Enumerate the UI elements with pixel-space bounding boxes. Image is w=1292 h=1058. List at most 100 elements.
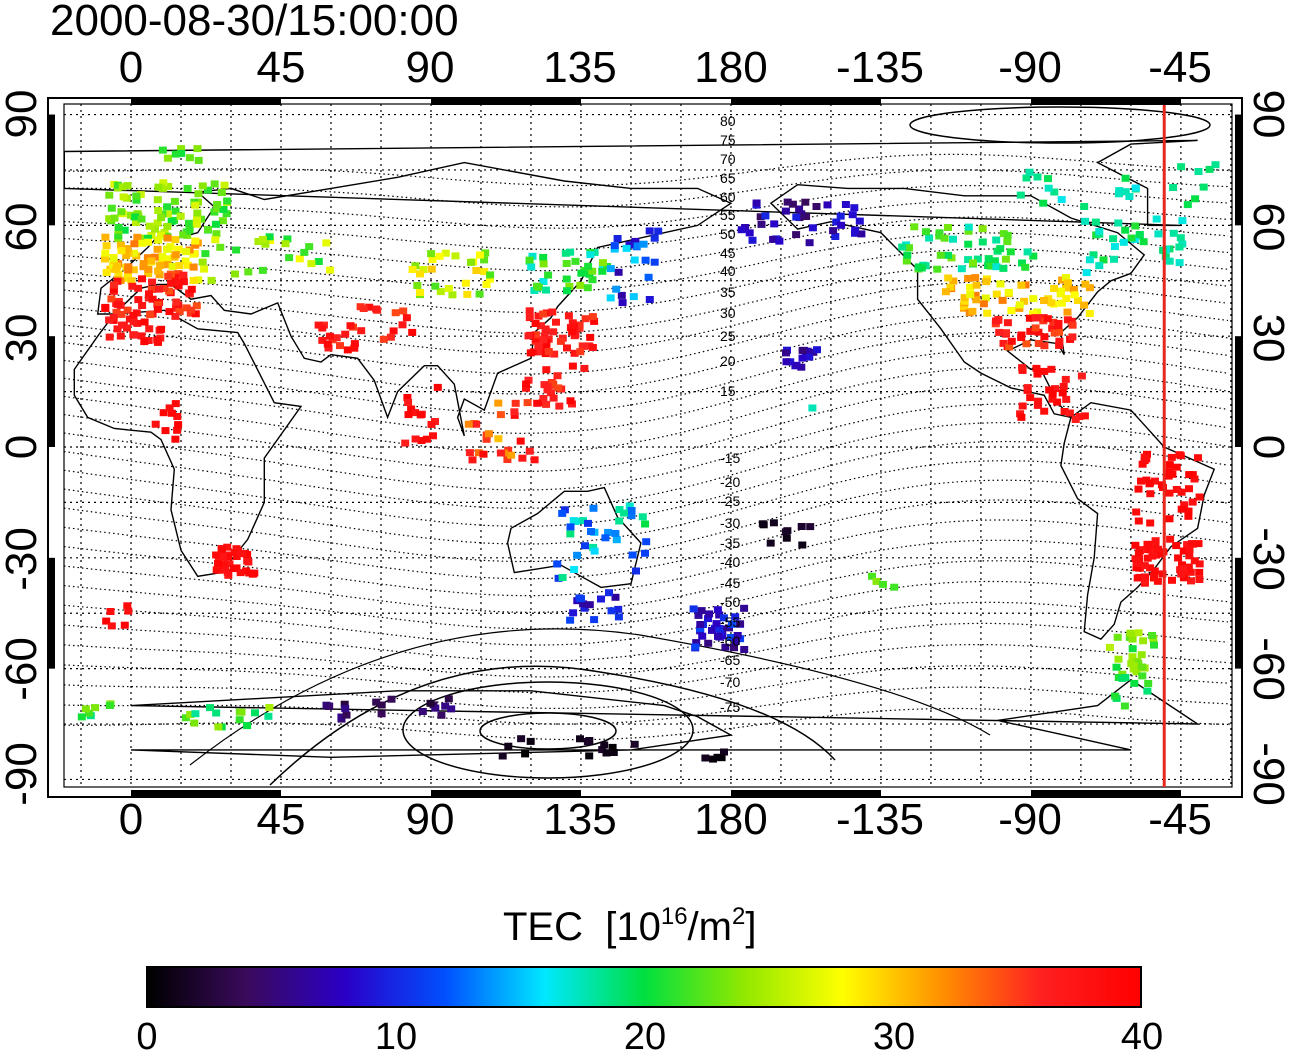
tec-cell [523, 399, 532, 407]
tec-cell [399, 307, 408, 315]
tec-cell [137, 215, 146, 223]
contour-label: 65 [720, 170, 736, 186]
tec-cell [696, 621, 705, 628]
contour-line [63, 580, 1229, 646]
tec-cell [1040, 407, 1049, 415]
tec-cell [1178, 561, 1186, 569]
tec-cell [171, 400, 180, 408]
tec-cell [140, 338, 149, 346]
tec-cell [1125, 193, 1134, 200]
tec-cell [204, 186, 212, 194]
tec-cell [1068, 333, 1077, 341]
tec-cell [190, 719, 199, 727]
tec-cell [1120, 702, 1129, 710]
tec-cell [715, 624, 724, 632]
tec-cell [1001, 255, 1010, 263]
tec-cell [782, 349, 790, 357]
tec-cell [182, 304, 191, 312]
tec-cell [154, 301, 163, 309]
tec-cell [1176, 452, 1185, 460]
tec-cell [165, 308, 174, 316]
lon-tick-bottom: 0 [118, 795, 144, 844]
tec-cell [214, 560, 222, 567]
tec-cell [1132, 560, 1141, 567]
tec-cell [587, 528, 595, 535]
tec-cell [1050, 329, 1059, 337]
lat-tick-right: 30 [1244, 313, 1292, 363]
tec-cell [110, 281, 119, 289]
tec-cell [568, 328, 577, 336]
tec-cell [1146, 564, 1155, 572]
tec-cell [588, 344, 597, 351]
tec-cell [167, 217, 176, 225]
tec-cell [117, 208, 126, 216]
tec-cell [1033, 314, 1041, 322]
tec-cell [133, 233, 142, 241]
tec-cell [1144, 680, 1153, 687]
tec-cell [157, 325, 166, 333]
tec-cell [526, 737, 535, 745]
tec-cell [1021, 263, 1030, 271]
tec-cell [542, 400, 551, 408]
tec-cell [802, 213, 811, 220]
tec-cell [144, 337, 153, 344]
tec-cell [1057, 196, 1066, 203]
frame-segment [47, 557, 55, 669]
tec-cell [417, 437, 426, 444]
frame-segment [47, 336, 55, 447]
lon-tick-bottom: -135 [835, 795, 925, 844]
lon-tick-top: 90 [405, 43, 455, 92]
tec-cell [285, 254, 294, 262]
tec-cell [1172, 486, 1181, 493]
tec-cell [529, 348, 538, 356]
tec-cell [128, 282, 137, 290]
tec-cell [1150, 641, 1158, 649]
tec-cell [1005, 343, 1014, 351]
tec-cell [1007, 337, 1016, 345]
tec-cell [173, 426, 182, 434]
contour-line [63, 281, 1229, 355]
tec-cell [1126, 629, 1135, 637]
tec-cell [127, 277, 136, 285]
tec-cell [1199, 183, 1208, 191]
tec-cell [342, 711, 351, 719]
tec-cell [218, 553, 227, 560]
tec-cell [1061, 375, 1070, 383]
tec-cell [1080, 203, 1089, 210]
tec-cell [1139, 637, 1148, 645]
tec-cell [118, 183, 127, 191]
tec-cell [581, 542, 589, 550]
tec-cell [524, 376, 533, 384]
tec-cell [841, 201, 850, 208]
tec-cell [154, 236, 163, 244]
tec-cell [158, 210, 167, 218]
tec-cell [748, 236, 757, 244]
tec-cell [715, 611, 724, 619]
contour-line [189, 628, 991, 766]
tec-cell [570, 332, 579, 340]
tec-cell [564, 312, 573, 320]
tec-cell [105, 215, 114, 223]
tec-cell [137, 332, 146, 340]
tec-cell [627, 512, 636, 520]
tec-cell [481, 249, 490, 257]
tec-cell [1168, 576, 1176, 584]
tec-cell [566, 530, 575, 538]
contour-label: -15 [720, 450, 740, 466]
tec-cell [463, 290, 472, 298]
tec-cell [1017, 334, 1026, 341]
tec-cell [806, 523, 815, 531]
tec-cell [1110, 255, 1118, 263]
tec-cell [1190, 557, 1199, 565]
tec-cell [325, 332, 334, 340]
tec-cell [1184, 512, 1193, 520]
tec-cell [752, 199, 761, 207]
tec-cell [485, 275, 494, 283]
tec-cell [1134, 485, 1143, 493]
tec-cell [173, 413, 182, 420]
frame-segment [47, 114, 55, 226]
tec-cell [528, 252, 537, 260]
tec-cell [1017, 281, 1026, 289]
tec-cell [258, 235, 267, 243]
tec-cell [769, 519, 778, 527]
